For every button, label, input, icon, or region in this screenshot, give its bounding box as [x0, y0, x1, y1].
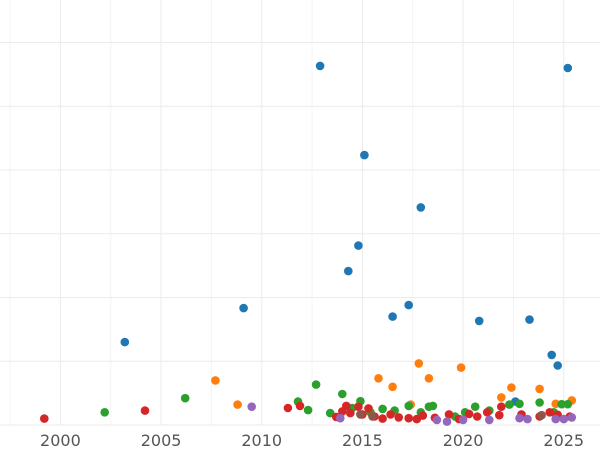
scatter-point: [464, 409, 474, 419]
scatter-point: [474, 316, 484, 326]
scatter-point: [211, 376, 220, 385]
scatter-point: [545, 408, 554, 417]
scatter-point: [404, 300, 414, 310]
scatter-point: [283, 403, 293, 413]
scatter-point: [523, 414, 532, 424]
scatter-point: [505, 400, 514, 409]
scatter-point: [338, 389, 347, 399]
scatter-point: [515, 399, 524, 409]
x-tick-label: 2015: [342, 431, 383, 450]
x-tick-label: 2020: [443, 431, 484, 450]
scatter-point: [386, 410, 395, 419]
scatter-point: [404, 413, 414, 423]
scatter-point: [378, 404, 387, 414]
scatter-point: [432, 415, 442, 425]
scatter-point: [311, 380, 321, 389]
scatter-point: [497, 402, 506, 412]
scatter-point: [456, 363, 466, 372]
scatter-point: [482, 408, 492, 417]
scatter-point: [428, 401, 438, 411]
scatter-point: [388, 312, 397, 321]
scatter-point: [547, 350, 556, 360]
scatter-point: [368, 412, 377, 421]
scatter-point: [551, 414, 560, 424]
scatter-point: [515, 413, 524, 423]
scatter-point: [40, 414, 49, 423]
scatter-point: [567, 413, 577, 422]
scatter-point: [553, 361, 562, 370]
scatter-point: [315, 61, 325, 71]
scatter-point: [360, 150, 369, 160]
scatter-point: [180, 393, 190, 403]
grid-layer: [0, 0, 600, 426]
scatter-point: [414, 359, 424, 368]
scatter-point: [295, 401, 305, 411]
scatter-point: [140, 406, 150, 415]
points-layer: [40, 61, 577, 426]
scatter-point: [442, 417, 452, 426]
scatter-point: [537, 410, 546, 420]
scatter-point: [303, 405, 313, 415]
scatter-point: [394, 413, 404, 422]
scatter-point: [418, 411, 428, 420]
scatter-point: [388, 382, 397, 392]
scatter-point: [336, 413, 345, 423]
scatter-point: [563, 399, 573, 409]
scatter-point: [470, 402, 480, 412]
scatter-point: [444, 410, 454, 419]
scatter-point: [535, 398, 544, 407]
scatter-point: [535, 384, 544, 394]
scatter-point: [563, 63, 573, 73]
scatter-point: [404, 401, 414, 411]
scatter-point: [416, 203, 426, 212]
scatter-point: [378, 414, 387, 423]
scatter-point: [458, 415, 468, 425]
scatter-point: [364, 404, 373, 413]
scatter-point: [100, 408, 109, 417]
scatter-point: [247, 402, 256, 412]
scatter-point: [354, 241, 363, 250]
scatter-point: [342, 401, 351, 411]
scatter-point: [424, 374, 434, 383]
scatter-point: [472, 412, 482, 421]
scatter-point: [344, 266, 353, 276]
scatter-point: [354, 402, 363, 412]
scatter-point: [233, 400, 242, 409]
scatter-point: [497, 393, 506, 402]
scatter-point: [557, 399, 566, 409]
scatter-point: [374, 374, 383, 383]
x-tick-label: 2000: [40, 431, 81, 450]
scatter-point: [356, 410, 365, 419]
x-tick-label: 2010: [241, 431, 282, 450]
scatter-point: [495, 410, 504, 420]
x-tick-labels: 2000 2005 2010 2015 2020 2025: [40, 431, 584, 450]
scatter-point: [507, 383, 516, 392]
scatter-point: [559, 414, 569, 424]
scatter-point: [485, 415, 494, 425]
scatter-point: [120, 337, 130, 347]
x-tick-label: 2005: [141, 431, 182, 450]
scatter-point: [525, 315, 534, 324]
x-tick-label: 2025: [543, 431, 584, 450]
scatter-point: [346, 408, 355, 418]
scatter-point: [239, 303, 248, 313]
